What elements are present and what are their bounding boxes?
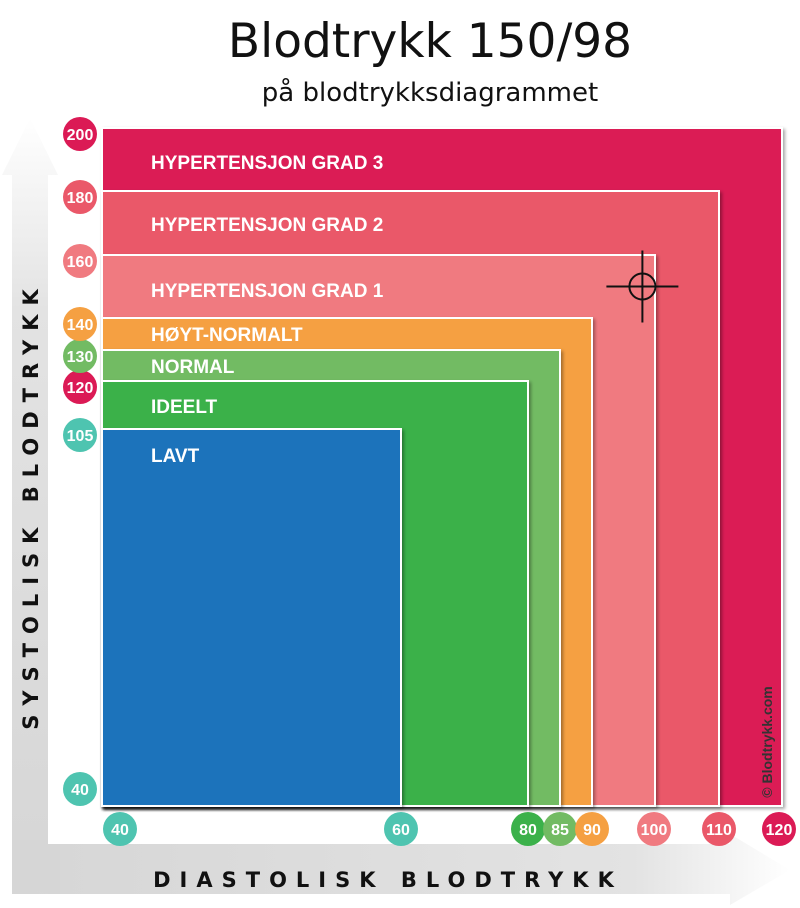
- y-axis-arrow: [2, 118, 58, 880]
- x-tick-60: 60: [392, 822, 410, 839]
- zone-label-hypertensjon-grad-2: HYPERTENSJON GRAD 2: [151, 215, 383, 236]
- x-tick-80: 80: [519, 822, 537, 839]
- y-tick-140: 140: [67, 317, 94, 334]
- y-tick-120: 120: [67, 380, 94, 397]
- zone-label-h-yt-normalt: HØYT-NORMALT: [151, 325, 303, 346]
- x-tick-110-bubble: [702, 812, 736, 846]
- y-tick-120-bubble: [63, 370, 97, 404]
- zone-label-ideelt: IDEELT: [151, 397, 218, 418]
- chart-title: Blodtrykk 150/98: [227, 14, 633, 69]
- x-tick-85: 85: [551, 822, 569, 839]
- y-axis-title: SYSTOLISK BLODTRYKK: [19, 280, 43, 730]
- y-tick-180: 180: [67, 190, 94, 207]
- y-tick-130: 130: [67, 349, 94, 366]
- y-tick-130-bubble: [63, 339, 97, 373]
- y-tick-40-bubble: [63, 772, 97, 806]
- y-tick-180-bubble: [63, 180, 97, 214]
- x-tick-100-bubble: [637, 812, 671, 846]
- x-tick-90: 90: [583, 822, 601, 839]
- x-ticks-group: 40 60 80 85 90 100 110 120: [103, 812, 796, 846]
- x-tick-110: 110: [706, 822, 732, 839]
- y-tick-140-bubble: [63, 307, 97, 341]
- x-tick-120: 120: [766, 822, 793, 839]
- x-axis-title: DIASTOLISK BLODTRYKK: [153, 868, 623, 892]
- y-tick-40: 40: [71, 782, 89, 799]
- x-tick-90-bubble: [575, 812, 609, 846]
- chart-subtitle: på blodtrykksdiagrammet: [261, 78, 599, 108]
- zone-label-hypertensjon-grad-3: HYPERTENSJON GRAD 3: [151, 153, 383, 174]
- zone-label-lavt: LAVT: [151, 446, 200, 467]
- y-tick-200: 200: [67, 127, 94, 144]
- zone-lavt: [101, 428, 402, 807]
- y-ticks-group: 40 105 120 130 140 160 180 200: [63, 117, 97, 806]
- reading-marker: [606, 250, 679, 323]
- y-tick-160: 160: [67, 254, 94, 271]
- y-tick-160-bubble: [63, 244, 97, 278]
- x-tick-40-bubble: [103, 812, 137, 846]
- marker-ring: [628, 272, 657, 301]
- zone-labels-group: HYPERTENSJON GRAD 3 HYPERTENSJON GRAD 2 HY…: [151, 153, 384, 467]
- x-tick-85-bubble: [543, 812, 577, 846]
- y-tick-105: 105: [67, 428, 94, 445]
- x-tick-40: 40: [111, 822, 129, 839]
- x-tick-60-bubble: [384, 812, 418, 846]
- x-tick-100: 100: [641, 822, 668, 839]
- copyright-text: © Blodtrykk.com: [759, 686, 775, 797]
- x-tick-80-bubble: [511, 812, 545, 846]
- y-tick-200-bubble: [63, 117, 97, 151]
- axis-corner: [12, 840, 60, 894]
- x-tick-120-bubble: [762, 812, 796, 846]
- zones-group: [101, 127, 783, 807]
- x-axis-arrow: [12, 834, 790, 905]
- y-tick-105-bubble: [63, 418, 97, 452]
- zone-label-hypertensjon-grad-1: HYPERTENSJON GRAD 1: [151, 281, 384, 302]
- zone-label-normal: NORMAL: [151, 357, 235, 378]
